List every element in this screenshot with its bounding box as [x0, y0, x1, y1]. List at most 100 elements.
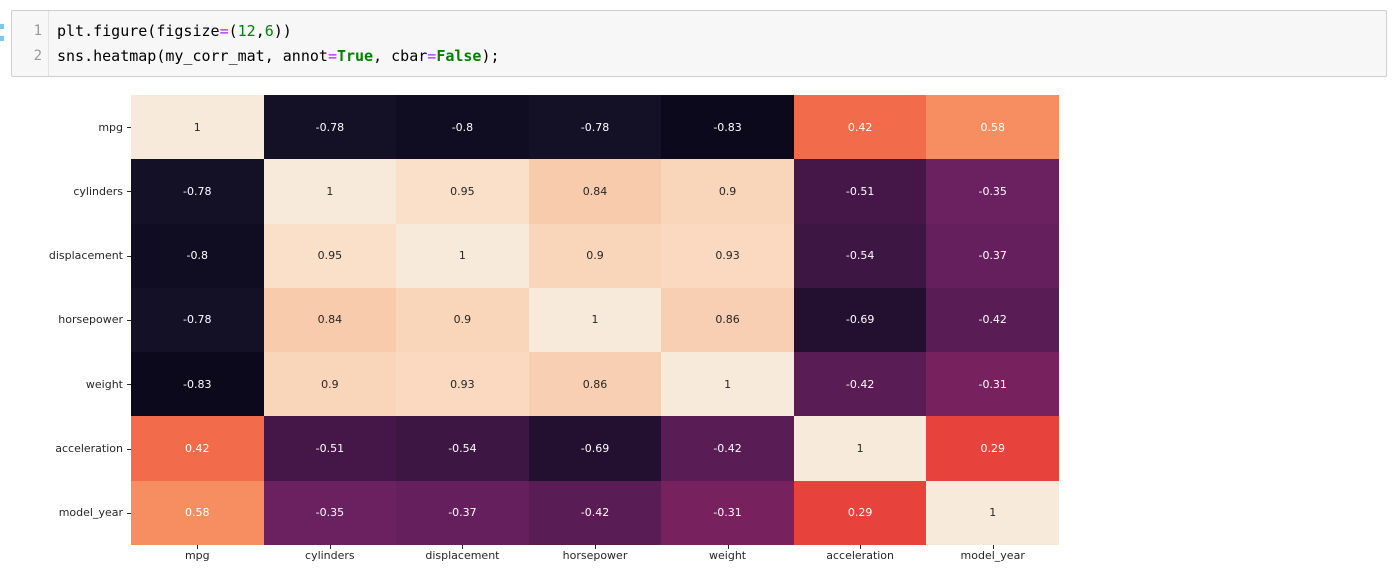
notebook-page: 12 plt.figure(figsize=(12,6))sns.heatmap… [0, 0, 1400, 588]
x-tick-label: weight [661, 549, 794, 565]
heatmap-cell: -0.42 [661, 416, 794, 480]
heatmap-cell: 0.42 [131, 416, 264, 480]
x-tick-label: acceleration [794, 549, 927, 565]
code-token: = [328, 47, 337, 65]
y-tick-label: cylinders [0, 159, 123, 223]
heatmap: 1-0.78-0.8-0.78-0.830.420.58-0.7810.950.… [131, 95, 1059, 545]
y-axis-labels: mpgcylindersdisplacementhorsepowerweight… [0, 95, 123, 545]
heatmap-cell: -0.42 [794, 352, 927, 416]
heatmap-cell: -0.8 [131, 224, 264, 288]
heatmap-cell: -0.78 [529, 95, 662, 159]
heatmap-cell: 0.9 [264, 352, 397, 416]
heatmap-cell: -0.69 [529, 416, 662, 480]
x-tick-label: horsepower [529, 549, 662, 565]
code-token: 6 [265, 22, 274, 40]
heatmap-cell: 1 [661, 352, 794, 416]
code-line: plt.figure(figsize=(12,6)) [57, 19, 1386, 44]
y-tick-mark [127, 256, 131, 257]
heatmap-cell: 0.29 [926, 416, 1059, 480]
y-tick-label: horsepower [0, 288, 123, 352]
code-token: True [337, 47, 373, 65]
code-token: ); [481, 47, 499, 65]
heatmap-cell: -0.37 [926, 224, 1059, 288]
heatmap-cell: 0.86 [529, 352, 662, 416]
x-tick-mark [860, 545, 861, 549]
heatmap-cell: 0.9 [529, 224, 662, 288]
code-line: sns.heatmap(my_corr_mat, annot=True, cba… [57, 44, 1386, 69]
heatmap-cell: 0.58 [926, 95, 1059, 159]
x-tick-mark [728, 545, 729, 549]
heatmap-cell: -0.54 [794, 224, 927, 288]
heatmap-cell: -0.83 [661, 95, 794, 159]
y-tick-label: model_year [0, 481, 123, 545]
code-token: , cbar [373, 47, 427, 65]
heatmap-cell: -0.31 [661, 481, 794, 545]
heatmap-cell: 0.95 [396, 159, 529, 223]
heatmap-cell: 0.84 [529, 159, 662, 223]
code-token: = [220, 22, 229, 40]
x-tick-label: displacement [396, 549, 529, 565]
heatmap-cell: 0.93 [396, 352, 529, 416]
heatmap-cell: 0.9 [661, 159, 794, 223]
code-token: plt.figure(figsize [57, 22, 220, 40]
heatmap-cell: -0.42 [926, 288, 1059, 352]
cell-edge-indicator-fragment [0, 36, 4, 41]
x-tick-label: mpg [131, 549, 264, 565]
line-number: 2 [12, 44, 42, 69]
heatmap-cell: -0.78 [131, 159, 264, 223]
y-tick-mark [127, 127, 131, 128]
figure-output: 1-0.78-0.8-0.78-0.830.420.58-0.7810.950.… [0, 84, 1180, 588]
heatmap-cell: -0.31 [926, 352, 1059, 416]
y-tick-label: displacement [0, 224, 123, 288]
heatmap-cell: -0.83 [131, 352, 264, 416]
code-token: 12 [238, 22, 256, 40]
y-tick-mark [127, 320, 131, 321]
heatmap-cell: -0.78 [264, 95, 397, 159]
y-tick-mark [127, 513, 131, 514]
line-number: 1 [12, 19, 42, 44]
code-token: = [427, 47, 436, 65]
code-token: False [436, 47, 481, 65]
line-number-gutter: 12 [12, 11, 49, 76]
x-tick-mark [330, 545, 331, 549]
y-tick-label: acceleration [0, 416, 123, 480]
y-tick-label: mpg [0, 95, 123, 159]
heatmap-cell: -0.54 [396, 416, 529, 480]
y-tick-label: weight [0, 352, 123, 416]
heatmap-cell: -0.35 [926, 159, 1059, 223]
code-token: ( [229, 22, 238, 40]
y-tick-mark [127, 384, 131, 385]
heatmap-cell: -0.69 [794, 288, 927, 352]
heatmap-cell: 1 [131, 95, 264, 159]
x-tick-mark [197, 545, 198, 549]
heatmap-cell: 0.58 [131, 481, 264, 545]
code-token: )) [274, 22, 292, 40]
heatmap-cell: 0.93 [661, 224, 794, 288]
heatmap-cell: 1 [396, 224, 529, 288]
heatmap-cell: -0.51 [264, 416, 397, 480]
x-axis-labels: mpgcylindersdisplacementhorsepowerweight… [131, 549, 1059, 565]
x-tick-mark [993, 545, 994, 549]
heatmap-cell: 1 [264, 159, 397, 223]
x-tick-label: model_year [926, 549, 1059, 565]
heatmap-cell: -0.35 [264, 481, 397, 545]
heatmap-cell: 1 [529, 288, 662, 352]
heatmap-cell: -0.51 [794, 159, 927, 223]
y-tick-mark [127, 191, 131, 192]
heatmap-cell: 0.95 [264, 224, 397, 288]
heatmap-cell: 1 [926, 481, 1059, 545]
heatmap-cell: -0.42 [529, 481, 662, 545]
heatmap-cell: -0.78 [131, 288, 264, 352]
y-tick-mark [127, 449, 131, 450]
code-editor[interactable]: plt.figure(figsize=(12,6))sns.heatmap(my… [49, 11, 1386, 76]
heatmap-cell: -0.37 [396, 481, 529, 545]
x-tick-mark [462, 545, 463, 549]
code-token: , [256, 22, 265, 40]
code-cell: 12 plt.figure(figsize=(12,6))sns.heatmap… [11, 10, 1387, 77]
cell-edge-indicator-fragment [0, 24, 4, 29]
heatmap-cell: 0.42 [794, 95, 927, 159]
heatmap-cell: 0.29 [794, 481, 927, 545]
x-tick-label: cylinders [264, 549, 397, 565]
heatmap-cell: 0.9 [396, 288, 529, 352]
x-tick-mark [595, 545, 596, 549]
